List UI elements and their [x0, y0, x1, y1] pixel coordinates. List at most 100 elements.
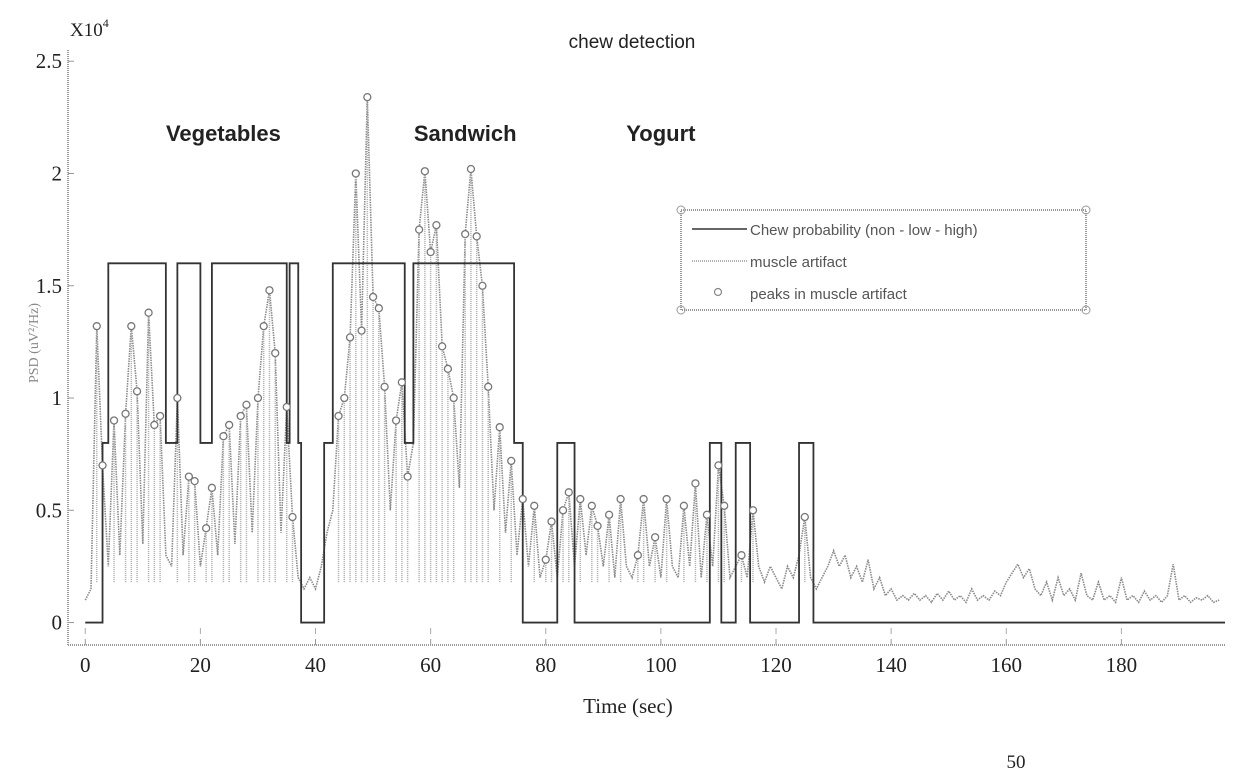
x-tick-label: 0 — [80, 653, 91, 677]
peak-marker — [173, 393, 182, 403]
chart-title: chew detection — [569, 32, 696, 53]
peak-marker — [547, 517, 556, 526]
peak-marker — [121, 409, 130, 418]
x-tick-label: 180 — [1106, 653, 1138, 677]
peak-marker — [184, 472, 194, 481]
peak-marker — [449, 393, 458, 403]
peak-marker — [282, 402, 291, 412]
peak-marker — [242, 400, 251, 409]
peak-marker — [662, 494, 671, 504]
y-tick-label: 0 — [52, 611, 63, 635]
peak-marker — [420, 167, 430, 176]
peak-marker — [92, 322, 101, 331]
page-number: 50 — [1007, 752, 1026, 773]
x-tick-label: 40 — [305, 653, 326, 677]
y-tick-label: 2 — [52, 161, 63, 185]
peak-marker — [288, 512, 297, 522]
peak-marker — [397, 378, 407, 387]
peak-marker — [748, 506, 758, 515]
peak-marker — [443, 364, 453, 373]
x-tick-label: 20 — [190, 653, 211, 677]
peak-marker — [219, 432, 228, 441]
peak-marker — [190, 476, 199, 486]
peak-marker — [650, 533, 660, 542]
peak-marker — [265, 286, 274, 295]
y-tick-label: 0.5 — [36, 498, 62, 522]
peak-marker — [461, 229, 470, 239]
peak-marker — [98, 461, 107, 470]
peak-marker — [507, 456, 516, 466]
peak-marker — [604, 510, 614, 519]
legend-swatch-peaks — [713, 287, 723, 297]
peak-marker — [714, 461, 723, 470]
food-annotation: Yogurt — [626, 121, 696, 146]
peak-marker — [541, 555, 550, 564]
peak-marker — [391, 416, 401, 425]
peak-marker — [495, 423, 504, 432]
peak-marker — [518, 494, 527, 504]
peak-marker — [225, 420, 234, 430]
peak-marker — [403, 472, 412, 481]
peak-marker — [109, 416, 119, 425]
x-tick-label: 120 — [760, 653, 792, 677]
peak-marker — [127, 322, 136, 331]
peak-marker — [414, 225, 424, 234]
legend-label-muscle: muscle artifact — [750, 254, 848, 271]
x-tick-label: 100 — [645, 653, 677, 677]
peak-marker — [340, 393, 349, 403]
peak-marker — [564, 488, 573, 497]
peak-marker — [132, 387, 142, 396]
y-tick-label: 1 — [52, 386, 63, 410]
food-annotation: Sandwich — [414, 121, 517, 146]
peak-marker — [691, 479, 700, 488]
peak-marker — [587, 501, 596, 510]
peak-marker — [466, 164, 476, 174]
peak-marker — [679, 501, 689, 510]
peak-marker — [593, 521, 602, 531]
peak-marker — [345, 333, 355, 342]
peak-marker — [484, 382, 493, 391]
peak-marker — [150, 420, 159, 430]
peak-marker — [253, 393, 263, 403]
peak-marker — [144, 308, 153, 317]
chew-probability-line — [85, 262, 1225, 624]
peak-marker — [201, 524, 211, 533]
peak-marker — [737, 551, 746, 560]
peak-marker — [363, 93, 372, 102]
y-multiplier: X104 — [70, 16, 109, 41]
peak-marker — [207, 483, 217, 492]
legend-corner-handle — [1081, 305, 1091, 315]
legend-label-peaks: peaks in muscle artifact — [750, 286, 908, 303]
muscle-artifact-line — [84, 97, 1220, 605]
peak-marker — [478, 281, 487, 290]
y-tick-label: 2.5 — [36, 49, 62, 73]
y-tick-label: 1.5 — [36, 274, 62, 298]
legend-corner-handle — [676, 305, 686, 315]
legend-corner-handle — [1081, 205, 1091, 215]
legend-box — [680, 209, 1087, 311]
peak-marker — [155, 411, 165, 421]
x-tick-label: 160 — [991, 653, 1023, 677]
x-tick-label: 60 — [420, 653, 441, 677]
peak-marker — [576, 494, 585, 504]
peak-marker — [374, 304, 383, 313]
peak-marker — [432, 220, 441, 230]
peak-marker — [271, 348, 280, 358]
peak-marker — [530, 501, 539, 510]
peak-marker — [702, 510, 712, 519]
peak-marker — [426, 247, 435, 257]
peak-marker — [639, 494, 648, 504]
peak-marker — [380, 382, 389, 391]
food-annotation: Vegetables — [166, 121, 281, 146]
legend-label-chew: Chew probability (non - low - high) — [750, 222, 978, 239]
peak-marker — [334, 411, 343, 421]
peak-marker — [236, 411, 245, 421]
x-axis-label: Time (sec) — [583, 694, 673, 718]
x-tick-label: 140 — [875, 653, 907, 677]
peak-marker — [438, 342, 447, 351]
peak-marker — [720, 501, 729, 510]
peak-marker — [351, 169, 360, 178]
legend: Chew probability (non - low - high) musc… — [676, 205, 1091, 315]
peak-marker — [368, 292, 378, 302]
